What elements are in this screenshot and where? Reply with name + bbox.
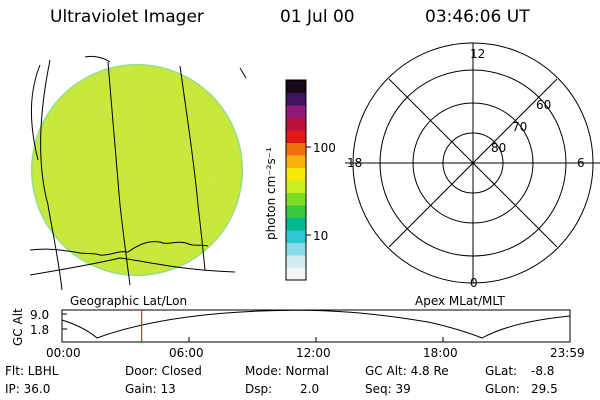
door-info: Door: Closed — [125, 364, 202, 378]
colorbar-segment — [286, 242, 306, 256]
mlt-label-0: 0 — [470, 276, 478, 290]
colorbar — [286, 80, 306, 281]
gain-info: Gain: 13 — [125, 382, 176, 396]
colorbar-segment — [286, 167, 306, 181]
colorbar-segment — [286, 155, 306, 168]
gc-ytick-label-9: 9.0 — [30, 308, 50, 322]
apex-label: Apex MLat/MLT — [415, 294, 505, 308]
colorbar-segment — [286, 105, 306, 118]
polar-grid — [345, 42, 600, 284]
glat-label: GLat: — [485, 364, 518, 378]
ip-info: IP: 36.0 — [5, 382, 51, 396]
lat-label-70: 70 — [512, 120, 528, 134]
colorbar-segment — [286, 217, 306, 231]
polar-diagonal-2 — [388, 78, 558, 248]
colorbar-segment — [286, 180, 306, 193]
dsp-value: 2.0 — [300, 382, 320, 396]
colorbar-segment — [286, 130, 306, 143]
colorbar-segment — [286, 92, 306, 106]
dsp-label: Dsp: — [245, 382, 273, 396]
gc-xtick-2359: 23:59 — [550, 346, 585, 360]
filter-info: Flt: LBHL — [5, 364, 59, 378]
colorbar-label-10: 10 — [313, 229, 329, 243]
uv-image-disk — [31, 64, 243, 276]
gc-xtick-0000: 00:00 — [46, 346, 81, 360]
gc-alt-info: GC Alt: 4.8 Re — [365, 364, 449, 378]
mlt-label-6: 6 — [577, 156, 585, 170]
colorbar-segment — [286, 192, 306, 206]
colorbar-segment — [286, 142, 306, 156]
gc-axis-label: GC Alt — [11, 308, 25, 346]
gc-xtick-0600: 06:00 — [169, 346, 204, 360]
geographic-grid — [29, 55, 247, 291]
gc-xtick-1800: 18:00 — [423, 346, 458, 360]
mlt-label-18: 18 — [347, 156, 363, 170]
colorbar-segment — [286, 267, 306, 281]
gc-altitude-curve — [61, 309, 571, 339]
colorbar-label-100: 100 — [313, 141, 336, 155]
colorbar-frame — [285, 79, 307, 281]
lat-label-60: 60 — [536, 98, 552, 112]
mode-info: Mode: Normal — [245, 364, 329, 378]
gc-ytick-label-1-8: 1.8 — [30, 323, 50, 337]
lat-label-80: 80 — [491, 141, 507, 155]
glon-value: 29.5 — [531, 382, 558, 396]
colorbar-segment — [286, 255, 306, 268]
seq-info: Seq: 39 — [365, 382, 411, 396]
gc-xtick-1200: 12:00 — [296, 346, 331, 360]
time: 03:46:06 UT — [425, 7, 530, 27]
title: Ultraviolet Imager — [50, 7, 204, 27]
glon-label: GLon: — [485, 382, 520, 396]
colorbar-segment — [286, 230, 306, 243]
geographic-label: Geographic Lat/Lon — [70, 294, 188, 308]
gc-xticks — [188, 337, 444, 342]
colorbar-segment — [286, 80, 306, 93]
colorbar-segment — [286, 117, 306, 131]
date: 01 Jul 00 — [280, 7, 355, 27]
colorbar-segment — [286, 205, 306, 218]
mlt-label-12: 12 — [470, 47, 486, 61]
colorbar-unit-label: photon cm⁻²s⁻¹ — [264, 147, 278, 240]
glat-value: -8.8 — [531, 364, 555, 378]
